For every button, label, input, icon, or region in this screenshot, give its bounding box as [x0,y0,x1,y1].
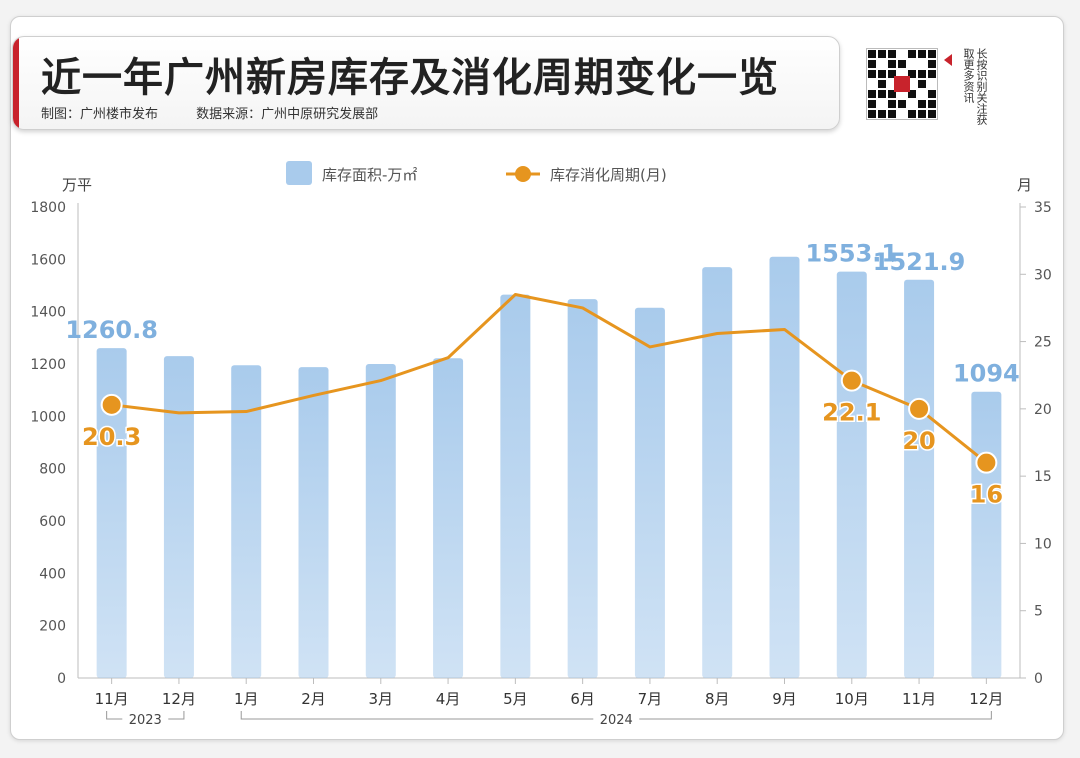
x-tick-label: 12月 [162,690,196,708]
bar-value-label: 1260.8 [65,316,158,344]
legend-bar-label: 库存面积-万㎡ [322,166,417,184]
page-title: 近一年广州新房库存及消化周期变化一览 [41,55,779,101]
arrow-left-icon [944,54,952,66]
y-left-tick-label: 0 [57,671,66,687]
cycle-value-label: 20 [902,427,935,455]
x-tick-label: 12月 [969,690,1003,708]
y-left-tick-label: 800 [39,462,66,478]
qr-code-icon[interactable] [866,48,938,120]
bar-value-label: 1521.9 [873,248,966,276]
x-tick-label: 4月 [436,690,461,708]
x-tick-label: 2月 [301,690,326,708]
y-left-tick-label: 400 [39,566,66,582]
cycle-marker [908,397,931,420]
bar-5月 [500,294,531,678]
bar-7月 [634,307,665,678]
y-left-tick-label: 600 [39,514,66,530]
bar-3月 [365,364,396,678]
qr-caption: 长按识别关注获取更多资讯 [962,48,988,125]
bar-12月 [971,391,1002,678]
y-right-tick-label: 10 [1034,536,1052,552]
x-tick-label: 11月 [95,690,129,708]
y-right-tick-label: 15 [1034,469,1052,485]
y-left-axis-title: 万平 [62,176,92,194]
cycle-marker [100,393,123,416]
bar-10月 [836,271,867,678]
bar-11月 [96,348,127,678]
cycle-value-label: 22.1 [822,399,881,427]
x-tick-label: 3月 [369,690,394,708]
year-label-bg [122,711,169,727]
y-right-axis-title: 月 [1017,176,1032,194]
bar-1月 [231,365,262,678]
year-label: 2023 [129,713,162,728]
cycle-value-label: 20.3 [82,423,141,451]
cycle-line [111,292,988,464]
cycle-marker [975,451,998,474]
x-tick-label: 10月 [835,690,869,708]
bar-value-label: 1094 [953,360,1020,388]
y-right-tick-label: 30 [1034,267,1052,283]
year-label: 2024 [600,713,633,728]
year-label-bg [593,711,640,727]
y-left-tick-label: 1400 [30,305,66,321]
legend-line-label: 库存消化周期(月) [550,166,667,184]
x-tick-label: 11月 [902,690,936,708]
x-tick-label: 5月 [503,690,528,708]
y-left-tick-label: 1600 [30,252,66,268]
y-left-tick-label: 200 [39,619,66,635]
legend-line-marker [515,166,531,182]
accent-bar [13,37,19,129]
y-right-tick-label: 0 [1034,671,1043,687]
bar-8月 [702,267,733,678]
title-banner: 近一年广州新房库存及消化周期变化一览 制图：广州楼市发布 数据来源：广州中原研究… [12,36,840,130]
bar-9月 [769,256,800,678]
bar-11月 [904,279,935,678]
chart-credit: 制图：广州楼市发布 [41,107,159,122]
x-tick-label: 8月 [705,690,730,708]
y-right-tick-label: 25 [1034,335,1052,351]
bar-2月 [298,367,329,678]
bar-value-label: 1553.1 [805,240,898,268]
y-right-tick-label: 5 [1034,604,1043,620]
y-right-tick-label: 20 [1034,402,1052,418]
bar-4月 [433,358,464,678]
y-right-tick-label: 35 [1034,200,1052,216]
cycle-value-label: 16 [970,481,1003,509]
credit-line: 制图：广州楼市发布 数据来源：广州中原研究发展部 [41,103,412,122]
x-tick-label: 9月 [772,690,797,708]
y-left-tick-label: 1200 [30,357,66,373]
legend-bar-swatch [286,161,312,185]
data-source: 数据来源：广州中原研究发展部 [196,107,379,122]
bar-12月 [163,356,194,678]
x-tick-label: 1月 [234,690,259,708]
x-tick-label: 7月 [638,690,663,708]
cycle-marker [840,369,863,392]
y-left-tick-label: 1800 [30,200,66,216]
x-tick-label: 6月 [570,690,595,708]
y-left-tick-label: 1000 [30,409,66,425]
bar-6月 [567,299,598,678]
